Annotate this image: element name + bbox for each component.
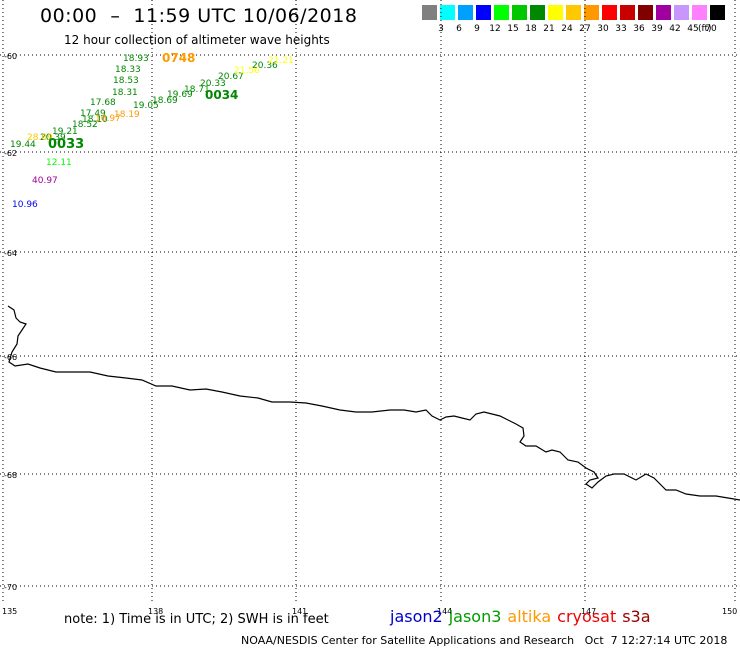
legend-swatch <box>476 5 491 20</box>
observation-labels: 18.93 074818.3318.5318.3117.6817.4918.101… <box>10 51 294 210</box>
legend-swatch <box>530 5 545 20</box>
lat-tick-label: -60 <box>4 52 17 61</box>
legend-label: 15 <box>507 24 519 34</box>
observation-label: 18.93 <box>123 54 149 64</box>
observation-label: 16.97 <box>95 114 121 124</box>
satellite-jason3: jason3 <box>448 607 502 626</box>
legend-swatch <box>692 5 707 20</box>
observation-label: 18.69 <box>152 96 178 106</box>
observation-label: 0034 <box>205 88 238 102</box>
legend-swatch <box>710 5 725 20</box>
observation-label: 19.21 <box>52 127 78 137</box>
observation-label: 17.49 <box>80 109 106 119</box>
satellite-altika: altika <box>507 607 552 626</box>
legend-label: 45 <box>687 24 699 34</box>
observation-label: 40.97 <box>32 176 58 186</box>
legend-label: 24 <box>561 24 573 34</box>
observation-label: 21.21 <box>268 56 294 66</box>
observation-label: 18.71 <box>184 85 210 95</box>
legend-swatch <box>548 5 563 20</box>
legend-swatch <box>458 5 473 20</box>
legend-swatch <box>620 5 635 20</box>
legend-swatch <box>512 5 527 20</box>
observation-label: 0033 <box>48 137 84 152</box>
legend-swatch <box>584 5 599 20</box>
legend-label: 9 <box>474 24 480 34</box>
legend-label: 36 <box>633 24 645 34</box>
lon-tick-label: 135 <box>2 607 17 616</box>
legend-label: 70 <box>705 24 717 34</box>
lat-tick-label: -68 <box>4 471 17 480</box>
legend-swatch <box>566 5 581 20</box>
legend-swatch <box>674 5 689 20</box>
satellite-legend: jason2 jason3 altika cryosat s3a <box>390 607 657 626</box>
legend-label: 18 <box>525 24 537 34</box>
footnote: note: 1) Time is in UTC; 2) SWH is in fe… <box>64 612 329 627</box>
satellite-s3a: s3a <box>622 607 651 626</box>
observation-label: 18.31 <box>112 88 138 98</box>
observation-label: 20.36 <box>252 61 278 71</box>
lon-tick-label: 150 <box>722 607 737 616</box>
observation-label: 12.11 <box>46 158 72 168</box>
lat-tick-label: -64 <box>4 249 17 258</box>
antarctic-coastline <box>7 305 740 501</box>
lat-tick-label: -70 <box>4 583 17 592</box>
observation-label: 28.09 <box>27 133 53 143</box>
legend-swatch <box>602 5 617 20</box>
page-subtitle: 12 hour collection of altimeter wave hei… <box>64 33 330 47</box>
observation-label: 20.39 <box>40 133 66 143</box>
observation-label: 20.67 <box>218 72 244 82</box>
credit-line: NOAA/NESDIS Center for Satellite Applica… <box>241 634 728 647</box>
legend-label: 33 <box>615 24 627 34</box>
observation-label: 10.96 <box>12 200 38 210</box>
legend-swatch <box>638 5 653 20</box>
observation-label: 19.69 <box>167 90 193 100</box>
lon-tick-label: 141 <box>292 607 307 616</box>
legend-swatch <box>440 5 455 20</box>
observation-label: 18.33 <box>115 65 141 75</box>
observation-label: 0748 <box>162 51 195 65</box>
observation-label: 17.68 <box>90 98 116 108</box>
legend-swatch <box>422 5 437 20</box>
observation-label: 18.53 <box>113 76 139 86</box>
observation-label: 21.56 <box>234 66 260 76</box>
observation-label: 18.19 <box>114 110 140 120</box>
legend-label: 6 <box>456 24 462 34</box>
lon-tick-label: 138 <box>148 607 163 616</box>
observation-label: 18.52 <box>72 120 98 130</box>
legend-label: 42 <box>669 24 681 34</box>
legend-label: 21 <box>543 24 555 34</box>
satellite-cryosat: cryosat <box>557 607 617 626</box>
legend-label: 30 <box>597 24 609 34</box>
observation-label: 18.10 <box>82 115 108 125</box>
satellite-jason2: jason2 <box>390 607 443 626</box>
lat-tick-label: -62 <box>4 149 17 158</box>
page-title: 00:00 – 11:59 UTC 10/06/2018 <box>40 5 358 27</box>
legend-unit: (ft) <box>698 24 712 34</box>
observation-label: 20.33 <box>200 79 226 89</box>
legend-label: 12 <box>489 24 501 34</box>
legend-swatch <box>494 5 509 20</box>
observation-label: 19.05 <box>133 101 159 111</box>
lon-tick-label: 147 <box>581 607 596 616</box>
lon-tick-label: 144 <box>437 607 452 616</box>
observation-label: 19.44 <box>10 140 36 150</box>
legend-swatch <box>656 5 671 20</box>
legend-label: 39 <box>651 24 663 34</box>
